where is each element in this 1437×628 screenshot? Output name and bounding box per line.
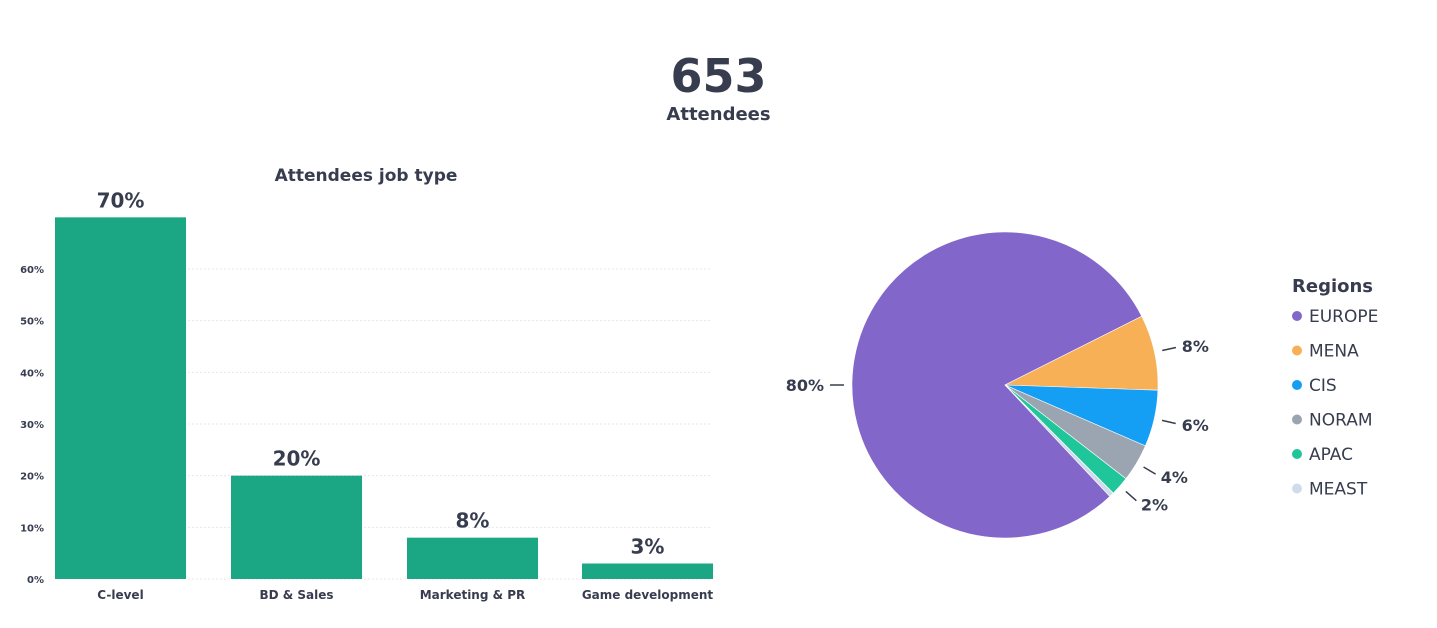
legend-label: CIS xyxy=(1309,376,1337,396)
legend-item-cis: CIS xyxy=(1292,376,1337,396)
bar xyxy=(407,537,538,579)
y-tick-label: 40% xyxy=(20,368,44,379)
total-attendees-label: Attendees xyxy=(666,104,771,125)
pie-label-leader xyxy=(1143,466,1156,475)
legend-marker-icon xyxy=(1292,414,1302,425)
legend-marker-icon xyxy=(1292,345,1302,356)
x-tick-label: Marketing & PR xyxy=(420,588,526,602)
legend-item-mena: MENA xyxy=(1292,342,1359,362)
x-tick-label: BD & Sales xyxy=(259,588,333,602)
y-tick-label: 0% xyxy=(27,575,44,586)
legend-title: Regions xyxy=(1292,276,1373,297)
pie-slice-meast xyxy=(1004,384,1114,497)
legend-label: MENA xyxy=(1309,342,1359,362)
y-tick-label: 60% xyxy=(20,265,44,276)
legend-item-apac: APAC xyxy=(1292,445,1353,465)
x-tick-label: Game development xyxy=(582,588,714,602)
pie-data-label: 2% xyxy=(1141,496,1168,515)
legend-item-noram: NORAM xyxy=(1292,411,1373,431)
pie-data-label: 6% xyxy=(1182,416,1209,435)
legend-marker-icon xyxy=(1292,483,1302,494)
legend-marker-icon xyxy=(1292,380,1302,390)
pie-label-leader xyxy=(1161,419,1176,425)
bar xyxy=(231,475,362,579)
x-tick-label: C-level xyxy=(97,588,143,602)
legend-label: APAC xyxy=(1309,445,1353,465)
bar-data-label: 3% xyxy=(631,535,665,559)
y-tick-label: 50% xyxy=(20,317,44,328)
legend-item-meast: MEAST xyxy=(1292,480,1368,500)
bar xyxy=(582,563,713,579)
pie-slice-europe xyxy=(851,231,1143,539)
pie-data-label: 4% xyxy=(1161,468,1188,487)
bar xyxy=(55,217,186,580)
total-attendees-count: 653 xyxy=(670,49,767,103)
legend-marker-icon xyxy=(1292,449,1302,459)
y-tick-label: 10% xyxy=(20,523,44,534)
bar-chart: 0% 10% 20% 30% 40% 50% 60% 70% C-level 20% BD & Sa… xyxy=(20,188,713,602)
legend-label: MEAST xyxy=(1309,480,1368,500)
bar-data-label: 70% xyxy=(97,188,145,212)
pie-label-leader xyxy=(1162,346,1177,352)
bar-data-label: 8% xyxy=(456,509,490,533)
bar-data-label: 20% xyxy=(273,447,321,471)
legend-item-europe: EUROPE xyxy=(1292,307,1378,327)
pie-legend: EUROPE MENA CIS NORAM APAC MEAST xyxy=(1292,307,1378,500)
legend-label: NORAM xyxy=(1309,411,1373,431)
pie-label-leader xyxy=(1125,490,1137,502)
legend-marker-icon xyxy=(1292,311,1302,321)
pie-chart: 80% 8% 6% 4% 2% xyxy=(786,231,1209,539)
bar-chart-title: Attendees job type xyxy=(275,166,458,186)
legend-label: EUROPE xyxy=(1309,307,1378,327)
pie-data-label: 8% xyxy=(1182,337,1209,356)
y-tick-label: 20% xyxy=(20,472,44,483)
pie-data-label: 80% xyxy=(786,376,824,395)
y-tick-label: 30% xyxy=(20,420,44,431)
